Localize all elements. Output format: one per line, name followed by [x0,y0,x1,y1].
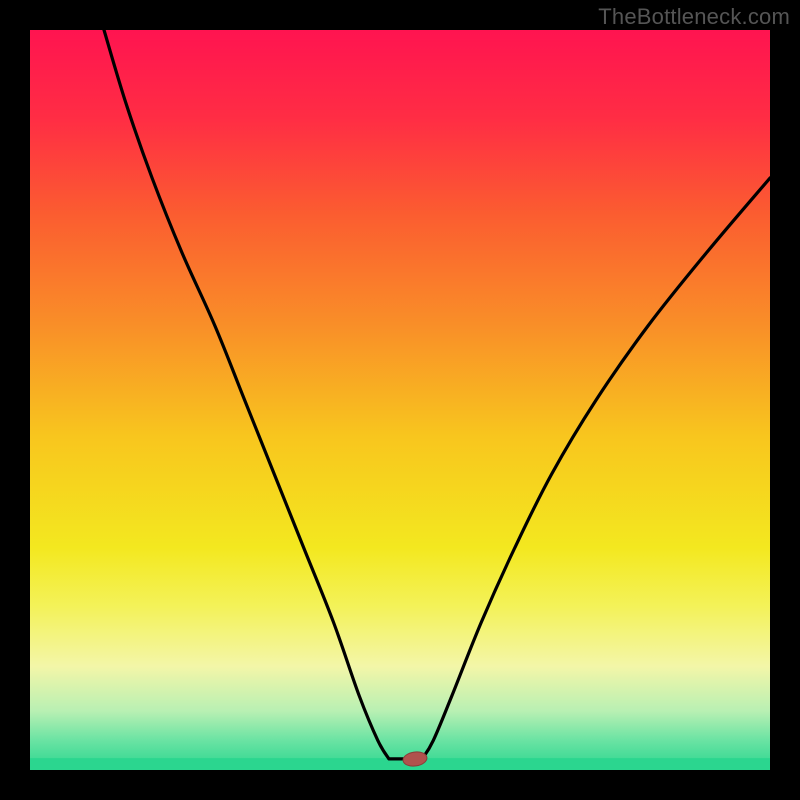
plot-area [30,30,770,770]
chart-frame: TheBottleneck.com [0,0,800,800]
optimal-marker-ellipse [401,750,429,768]
watermark-text: TheBottleneck.com [598,4,790,30]
gradient-background [30,30,770,770]
plot-svg [30,30,770,770]
optimal-marker [401,750,429,768]
